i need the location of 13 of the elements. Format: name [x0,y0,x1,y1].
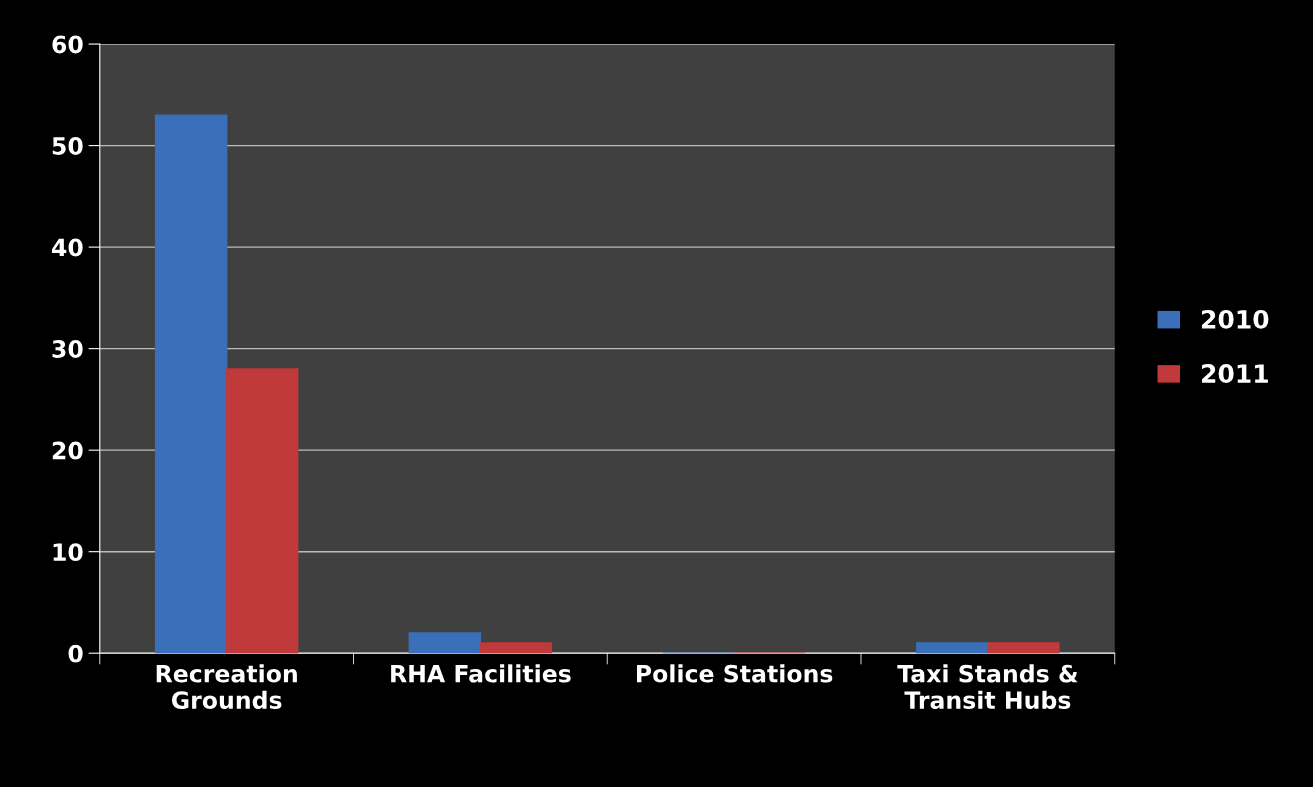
y-tick-label: 10 [53,543,83,561]
y-tick-label: 50 [52,137,83,155]
legend-label: 2011 [1202,364,1268,383]
legend-label: 2010 [1202,309,1269,329]
y-tick-label: 40 [52,238,83,257]
x-tick-label: RHA Facilities [391,664,571,683]
x-tick-label: Police Stations [636,664,833,683]
y-tick-label: 0 [68,644,83,663]
x-tick-label: Recreation Grounds [156,664,297,710]
x-tick-label: Taxi Stands & Transit Hubs [897,664,1078,710]
y-tick-label: 60 [52,35,83,54]
y-tick-label: 20 [52,441,83,460]
y-tick-label: 30 [52,340,83,358]
